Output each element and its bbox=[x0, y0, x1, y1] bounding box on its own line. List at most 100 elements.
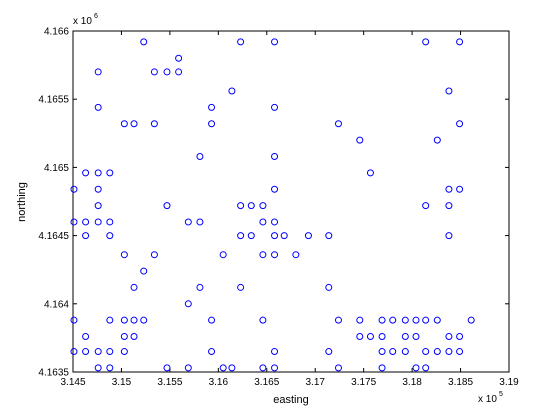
data-point bbox=[94, 103, 102, 111]
data-point bbox=[366, 169, 374, 177]
data-point bbox=[120, 333, 128, 341]
data-point bbox=[106, 316, 114, 324]
data-point bbox=[259, 202, 267, 210]
data-point bbox=[130, 283, 138, 291]
data-point bbox=[456, 185, 464, 193]
x-scale-factor: x 10 bbox=[478, 394, 497, 405]
data-point bbox=[422, 364, 430, 372]
data-point bbox=[184, 364, 192, 372]
data-point bbox=[130, 120, 138, 128]
data-point bbox=[366, 333, 374, 341]
x-tick-label: 3.155 bbox=[157, 377, 182, 388]
x-axis-ticks: 3.145 3.15 3.155 3.16 3.165 3.17 3.175 3.18 3.18… bbox=[60, 31, 519, 388]
data-point bbox=[271, 103, 279, 111]
data-point bbox=[412, 316, 420, 324]
data-point bbox=[334, 120, 342, 128]
data-point bbox=[120, 120, 128, 128]
data-point bbox=[82, 232, 90, 240]
data-point bbox=[356, 136, 364, 144]
y-tick-label: 4.1655 bbox=[38, 95, 69, 106]
data-point bbox=[106, 218, 114, 226]
data-point bbox=[334, 316, 342, 324]
data-point bbox=[378, 348, 386, 356]
y-tick-label: 4.165 bbox=[44, 163, 69, 174]
x-tick-label: 3.15 bbox=[112, 377, 132, 388]
data-point bbox=[401, 348, 409, 356]
data-point bbox=[456, 120, 464, 128]
data-point bbox=[140, 267, 148, 275]
x-tick-label: 3.18 bbox=[402, 377, 422, 388]
data-point bbox=[70, 348, 78, 356]
data-point bbox=[237, 202, 245, 210]
data-point bbox=[94, 202, 102, 210]
data-point bbox=[271, 232, 279, 240]
data-point bbox=[94, 218, 102, 226]
x-tick-label: 3.175 bbox=[351, 377, 376, 388]
data-point bbox=[184, 300, 192, 308]
data-point bbox=[422, 38, 430, 46]
data-point bbox=[94, 169, 102, 177]
data-point bbox=[422, 348, 430, 356]
data-point bbox=[389, 348, 397, 356]
data-point bbox=[228, 87, 236, 95]
data-point bbox=[70, 316, 78, 324]
data-point bbox=[456, 348, 464, 356]
data-point bbox=[422, 316, 430, 324]
data-point bbox=[334, 364, 342, 372]
y-scale-factor: x 10 bbox=[73, 16, 92, 27]
data-point bbox=[120, 348, 128, 356]
data-point bbox=[208, 103, 216, 111]
data-point bbox=[422, 202, 430, 210]
data-point bbox=[106, 348, 114, 356]
data-point bbox=[401, 316, 409, 324]
y-axis-label: northing bbox=[16, 182, 28, 222]
y-tick-label: 4.1645 bbox=[38, 231, 69, 242]
data-point bbox=[237, 283, 245, 291]
x-tick-label: 3.145 bbox=[60, 377, 85, 388]
data-point bbox=[433, 316, 441, 324]
data-point bbox=[247, 232, 255, 240]
data-point bbox=[150, 120, 158, 128]
data-point bbox=[325, 283, 333, 291]
data-point bbox=[259, 364, 267, 372]
data-point bbox=[82, 218, 90, 226]
data-point bbox=[219, 251, 227, 259]
data-point bbox=[445, 232, 453, 240]
data-point bbox=[175, 68, 183, 76]
y-tick-label: 4.166 bbox=[44, 27, 69, 38]
data-point bbox=[106, 364, 114, 372]
data-point bbox=[163, 68, 171, 76]
data-point bbox=[378, 316, 386, 324]
x-tick-label: 3.185 bbox=[448, 377, 473, 388]
x-tick-label: 3.19 bbox=[499, 377, 519, 388]
data-point bbox=[237, 38, 245, 46]
data-point bbox=[456, 333, 464, 341]
data-point bbox=[271, 251, 279, 259]
data-point bbox=[271, 152, 279, 160]
data-point bbox=[140, 38, 148, 46]
data-points bbox=[70, 38, 475, 372]
data-point bbox=[271, 348, 279, 356]
data-point bbox=[433, 348, 441, 356]
data-point bbox=[163, 202, 171, 210]
data-point bbox=[208, 348, 216, 356]
data-point bbox=[120, 316, 128, 324]
y-axis-ticks: 4.1635 4.164 4.1645 4.165 4.1655 4.166 bbox=[38, 27, 509, 379]
data-point bbox=[325, 232, 333, 240]
data-point bbox=[259, 218, 267, 226]
data-point bbox=[412, 333, 420, 341]
data-point bbox=[106, 232, 114, 240]
data-point bbox=[259, 251, 267, 259]
data-point bbox=[445, 185, 453, 193]
data-point bbox=[445, 87, 453, 95]
data-point bbox=[356, 316, 364, 324]
data-point bbox=[271, 218, 279, 226]
data-point bbox=[445, 202, 453, 210]
data-point bbox=[94, 68, 102, 76]
x-tick-label: 3.165 bbox=[254, 377, 279, 388]
data-point bbox=[271, 38, 279, 46]
data-point bbox=[150, 251, 158, 259]
data-point bbox=[433, 136, 441, 144]
data-point bbox=[82, 333, 90, 341]
